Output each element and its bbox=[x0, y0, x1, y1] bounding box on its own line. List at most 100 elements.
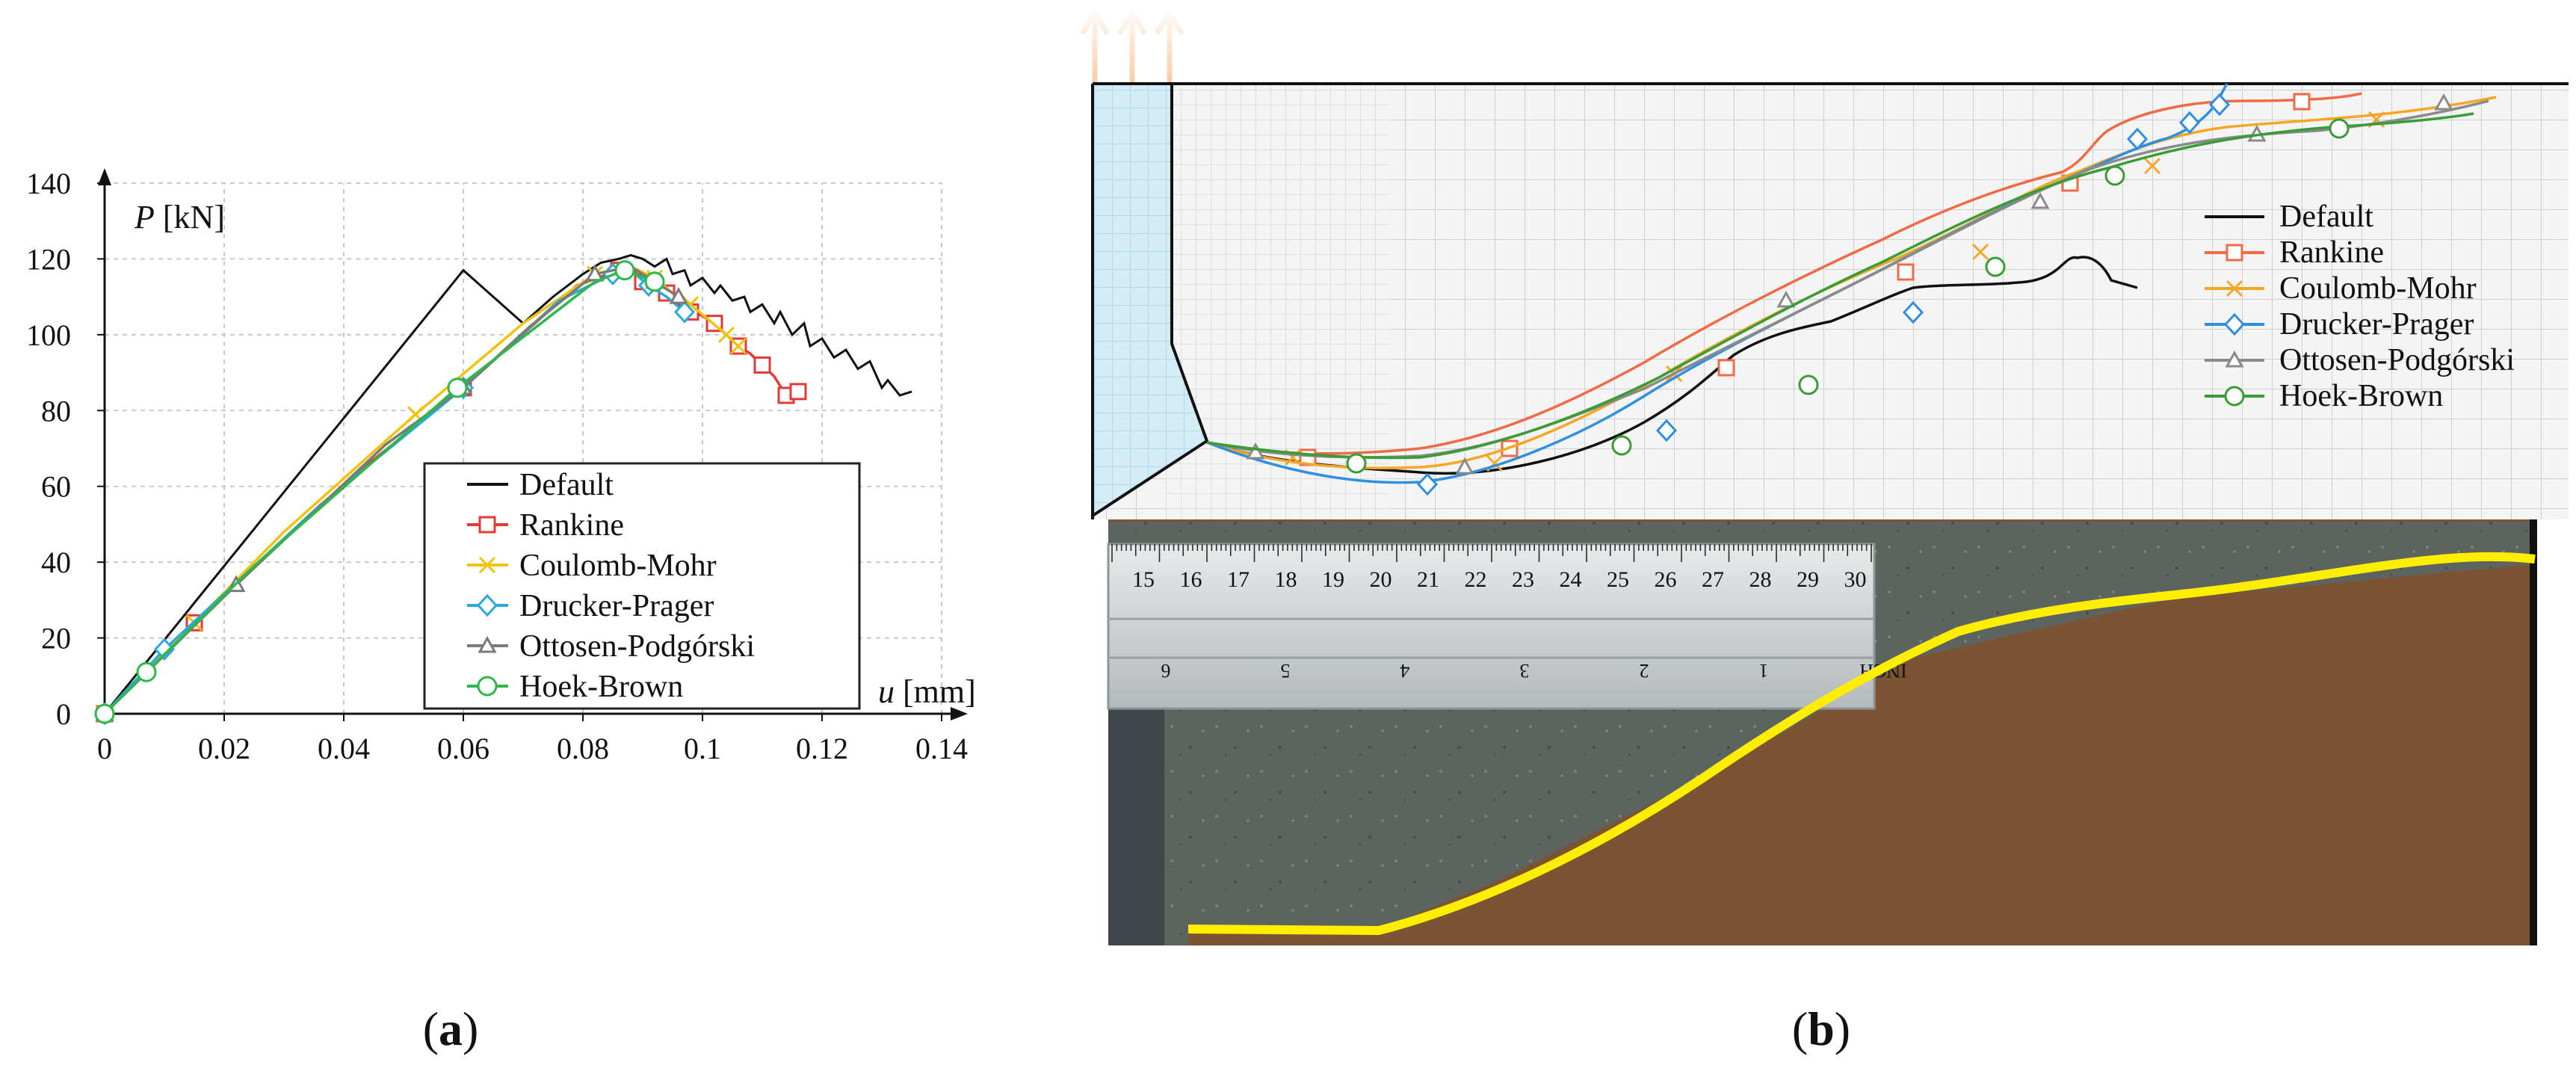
ruler-number: 18 bbox=[1275, 567, 1297, 592]
ruler-number: 22 bbox=[1465, 567, 1487, 592]
load-arrow-icon bbox=[1080, 8, 1110, 82]
legend-item-hoek_brown: Hoek-Brown bbox=[467, 670, 683, 704]
ruler-number: 27 bbox=[1702, 567, 1724, 592]
legend-b-item-b_drucker: Drucker-Prager bbox=[2205, 307, 2474, 342]
data-point-hoek_brown bbox=[614, 260, 635, 281]
y-tick-label: 20 bbox=[41, 622, 71, 655]
ruler-number: 23 bbox=[1512, 567, 1534, 592]
ruler-inch-number: 3 bbox=[1520, 660, 1530, 682]
caption-a: (a) bbox=[423, 1002, 479, 1055]
legend-item-drucker_prager: Drucker-Prager bbox=[467, 589, 714, 623]
ruler-number: 21 bbox=[1417, 567, 1439, 592]
ruler-number: 16 bbox=[1180, 567, 1202, 592]
crack-path-line bbox=[1206, 112, 2474, 460]
ruler-number: 17 bbox=[1227, 567, 1250, 592]
ruler-inch-number: 1 bbox=[1759, 660, 1769, 682]
crack-path-marker bbox=[2030, 191, 2050, 209]
crack-path-marker bbox=[2178, 111, 2201, 135]
chart-a: 0 0.02 0.04 0.06 0.08 0.1 0.12 0.14 0 20 40 60 80 100… bbox=[26, 167, 976, 1055]
legend-b-label: Drucker-Prager bbox=[2279, 307, 2474, 342]
legend-b-label: Hoek-Brown bbox=[2279, 379, 2443, 413]
crack-path-marker bbox=[1798, 374, 1819, 395]
crack-path-marker bbox=[1902, 300, 1924, 324]
y-axis-label: P [kN] bbox=[134, 199, 225, 235]
y-tick-label: 60 bbox=[41, 470, 71, 504]
legend-item-default: Default bbox=[467, 468, 614, 502]
ruler-body bbox=[1107, 543, 1876, 710]
caption-b: (b) bbox=[1792, 1002, 1850, 1055]
x-axis-label: u [mm] bbox=[878, 673, 976, 710]
ruler-number: 28 bbox=[1749, 567, 1772, 592]
chart-a-series bbox=[93, 253, 912, 726]
crack-trace-experimental bbox=[1187, 552, 2536, 936]
chart-a-tick-labels: 0 0.02 0.04 0.06 0.08 0.1 0.12 0.14 0 20 40 60 80 100… bbox=[26, 167, 968, 765]
ruler-number: 19 bbox=[1322, 567, 1344, 592]
legend-b-marker bbox=[2226, 244, 2243, 262]
crack-path-marker bbox=[1655, 419, 1678, 442]
crack-path-marker bbox=[1416, 472, 1439, 496]
x-tick-label: 0.04 bbox=[318, 732, 370, 765]
legend-b-item-default: Default bbox=[2205, 200, 2373, 234]
legend-label: Ottosen-Podgórski bbox=[519, 629, 755, 664]
crack-path-marker bbox=[1897, 263, 1915, 281]
chart-a-axis-labels: P [kN] u [mm] bbox=[134, 199, 976, 710]
legend-b-marker bbox=[2223, 312, 2246, 336]
ruler-inch-number: 5 bbox=[1281, 660, 1291, 682]
legend-label: Rankine bbox=[519, 508, 624, 543]
x-tick-label: 0 bbox=[97, 732, 112, 765]
x-tick-label: 0.1 bbox=[684, 732, 721, 765]
crack-path-marker bbox=[1717, 359, 1735, 377]
ruler-inch-number: 4 bbox=[1400, 660, 1410, 682]
x-tick-label: 0.02 bbox=[198, 732, 250, 765]
crack-path-marker bbox=[2126, 127, 2149, 151]
legend-b-label: Rankine bbox=[2279, 235, 2384, 270]
crack-path-marker bbox=[1246, 442, 1265, 460]
fe-mesh-fine-band bbox=[1166, 84, 1390, 519]
legend-b-item-b_ottosen: Ottosen-Podgórski bbox=[2205, 343, 2515, 377]
crack-path-marker bbox=[2208, 93, 2231, 117]
x-axis-symbol: u bbox=[878, 673, 895, 710]
crack-path-line bbox=[1206, 256, 2138, 475]
crack-path-marker bbox=[1611, 435, 1632, 456]
legend-item-rankine: Rankine bbox=[467, 508, 624, 543]
data-point-ottosen bbox=[585, 264, 605, 282]
legend-item-coulomb_mohr: Coulomb-Mohr bbox=[467, 549, 717, 583]
load-arrows bbox=[1080, 8, 1184, 82]
y-tick-label: 120 bbox=[26, 242, 71, 276]
data-point-rankine bbox=[753, 356, 771, 374]
x-axis-unit: [mm] bbox=[903, 673, 976, 710]
chart-a-axes bbox=[98, 168, 968, 720]
legend-label: Default bbox=[519, 468, 614, 502]
legend-b-item-b_rankine: Rankine bbox=[2205, 235, 2384, 270]
legend-b-label: Coulomb-Mohr bbox=[2279, 271, 2477, 306]
data-point-ottosen bbox=[669, 287, 688, 304]
chart-a-legend: Default Rankine Coulomb-Mohr Drucker-Prager… bbox=[423, 462, 861, 710]
crack-path-marker bbox=[2434, 93, 2453, 111]
x-tick-label: 0.06 bbox=[437, 732, 489, 765]
y-axis-arrow-icon bbox=[98, 168, 111, 185]
crack-path-marker bbox=[2143, 157, 2161, 175]
crack-path-line bbox=[1206, 99, 2489, 459]
load-arrow-icon bbox=[1155, 8, 1184, 82]
crack-path-marker bbox=[1346, 453, 1367, 474]
data-point-coulomb_mohr bbox=[729, 338, 747, 355]
ruler-number: 20 bbox=[1370, 567, 1392, 592]
data-point-hoek_brown bbox=[447, 377, 468, 398]
data-point-hoek_brown bbox=[94, 703, 115, 724]
legend-item-ottosen: Ottosen-Podgórski bbox=[467, 629, 755, 664]
ruler-number: 25 bbox=[1607, 567, 1629, 592]
x-tick-label: 0.14 bbox=[915, 732, 968, 765]
series-default bbox=[103, 253, 912, 715]
legend-b-label: Default bbox=[2279, 200, 2373, 234]
y-tick-label: 40 bbox=[41, 546, 71, 579]
legend-b-marker bbox=[2226, 280, 2243, 297]
ruler-number: 26 bbox=[1655, 567, 1677, 592]
legend-b-marker bbox=[2225, 350, 2244, 368]
crack-path-marker bbox=[1971, 243, 1989, 261]
legend-marker bbox=[478, 635, 497, 653]
legend-b-item-b_coulomb: Coulomb-Mohr bbox=[2205, 271, 2477, 306]
ruler-inch-number: 2 bbox=[1640, 660, 1649, 682]
